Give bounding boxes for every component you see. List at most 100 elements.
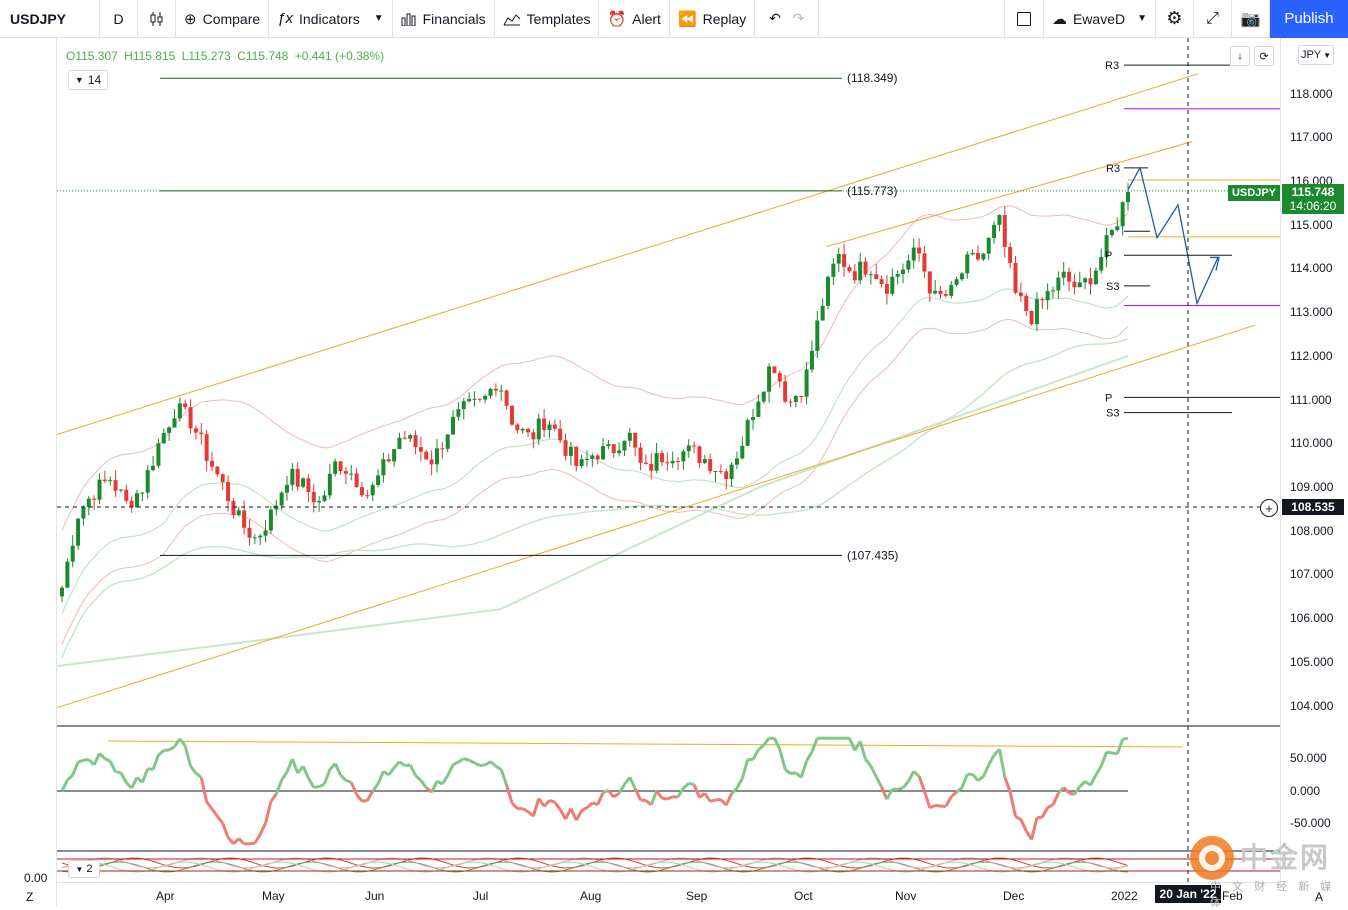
osc-segment (233, 839, 238, 844)
candle-body (622, 441, 626, 451)
osc-segment (1091, 775, 1096, 785)
osc-segment (335, 763, 340, 775)
osc-segment (635, 789, 640, 800)
osc-segment (1074, 787, 1079, 795)
time-axis[interactable] (57, 882, 1280, 907)
time-axis-label: Nov (895, 889, 916, 903)
candle-body (242, 510, 246, 527)
currency-select[interactable]: JPY▼ (1298, 45, 1334, 65)
candle-body (1110, 230, 1114, 235)
price-tick-label: 114.000 (1290, 261, 1333, 275)
candle-body (949, 285, 953, 296)
upper-channel-line (57, 74, 1198, 435)
candle-body (306, 478, 310, 492)
candle-body (344, 471, 348, 474)
candle-body (997, 215, 1001, 225)
candle-body (103, 480, 107, 481)
candle-body (467, 399, 471, 401)
auto-scale-button[interactable]: ⟳ (1254, 46, 1274, 66)
osc-segment (1037, 817, 1042, 818)
osc-segment (1064, 787, 1069, 793)
osc-segment (453, 762, 458, 765)
osc-tick-label: 0.000 (1290, 784, 1320, 798)
add-alert-plus-icon[interactable]: + (1260, 499, 1278, 517)
osc-segment (876, 777, 881, 787)
osc-segment (549, 800, 554, 802)
osc-segment (667, 797, 672, 799)
osc-segment (132, 778, 137, 789)
osc-segment (180, 739, 185, 746)
candle-body (714, 471, 718, 472)
candle-body (1083, 278, 1087, 282)
crosshair-price-tag: 108.535 (1282, 499, 1344, 515)
osc-segment (753, 750, 758, 760)
candle-body (553, 424, 557, 428)
candle-body (590, 455, 594, 458)
candle-body (681, 451, 685, 461)
candle-body (531, 432, 535, 439)
osc-segment (951, 792, 956, 797)
osc-segment (501, 770, 506, 786)
candle-body (237, 510, 241, 514)
time-axis-label: Jun (365, 889, 384, 903)
candle-body (124, 490, 128, 501)
scroll-down-button[interactable]: ↓ (1230, 46, 1250, 66)
candle-body (156, 443, 160, 465)
candle-body (392, 449, 396, 461)
osc2-tick-label: 0.00 (24, 871, 47, 885)
osc-segment (962, 774, 967, 788)
oscillator-length: 2 (86, 863, 92, 875)
indicator-collapse-button[interactable]: ▼14 (68, 70, 108, 90)
osc-segment (458, 759, 463, 762)
osc-segment (710, 800, 715, 801)
candle-body (435, 448, 439, 464)
candle-body (365, 495, 369, 496)
osc-segment (587, 803, 592, 808)
candle-body (92, 499, 96, 500)
osc-segment (416, 776, 421, 781)
osc-segment (544, 800, 549, 806)
candle-body (719, 471, 723, 472)
ohlc-legend: O115.307 H115.815 L115.273 C115.748 +0.4… (66, 49, 387, 63)
candle-body (205, 434, 209, 461)
candle-body (789, 402, 793, 403)
candle-body (397, 438, 401, 449)
osc-segment (576, 811, 581, 821)
candle-body (960, 273, 964, 279)
candle-body (1014, 263, 1018, 293)
osc-segment (582, 808, 587, 811)
osc-segment (758, 745, 763, 750)
oscillator-collapse-button[interactable]: ▼2 (68, 860, 100, 878)
candle-body (762, 392, 766, 402)
candle-body (542, 419, 546, 430)
candle-body (778, 373, 782, 381)
candle-body (221, 474, 225, 482)
candle-body (842, 254, 846, 267)
candle-body (580, 459, 584, 466)
osc-segment (196, 773, 201, 777)
osc-segment (924, 791, 929, 808)
candle-body (178, 403, 182, 418)
osc-segment (142, 769, 147, 783)
candle-body (183, 403, 187, 407)
osc-segment (324, 770, 329, 784)
scale-mode-z-button[interactable]: Z (26, 890, 33, 904)
osc-segment (105, 759, 110, 762)
osc-segment (523, 809, 528, 812)
candle-body (333, 461, 337, 473)
last-price-tag: 115.748 14:06:20 (1282, 184, 1344, 214)
time-axis-label: 2022 (1111, 889, 1138, 903)
osc-segment (303, 766, 308, 778)
osc-segment (571, 808, 576, 820)
osc-segment (346, 780, 351, 782)
candle-body (933, 291, 937, 294)
osc-segment (785, 769, 790, 773)
osc-segment (801, 761, 806, 778)
osc-segment (474, 763, 479, 766)
candle-body (76, 519, 80, 546)
candle-body (130, 501, 134, 508)
price-tick-label: 115.000 (1290, 218, 1333, 232)
osc-segment (491, 762, 496, 767)
osc-tick-label: -50.000 (1290, 816, 1331, 830)
